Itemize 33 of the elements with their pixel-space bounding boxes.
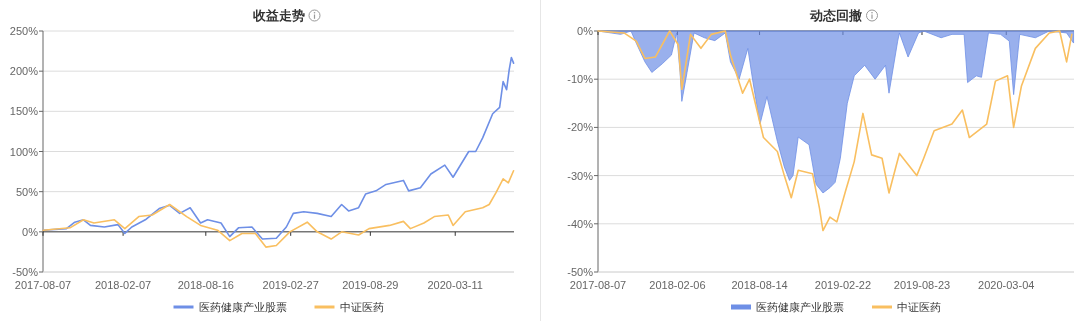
- x-tick-label: 2017-08-07: [569, 279, 627, 291]
- y-tick-label: -30%: [567, 169, 594, 182]
- x-tick-label: 2020-03-11: [427, 279, 483, 291]
- x-tick-label: 2018-08-14: [731, 279, 788, 291]
- x-tick-label: 2018-02-07: [94, 279, 152, 291]
- chart-title: 收益走势: [252, 8, 305, 23]
- y-tick-label: 0%: [577, 25, 594, 37]
- y-tick-label: 200%: [9, 65, 39, 78]
- x-tick-label: 2020-03-04: [978, 279, 1035, 291]
- legend-label: 医药健康产业股票: [198, 301, 287, 313]
- y-tick-label: 50%: [15, 185, 39, 198]
- y-tick-label: 150%: [9, 105, 39, 118]
- chart-title: 动态回撤: [809, 8, 862, 23]
- y-tick-label: 100%: [9, 145, 39, 158]
- y-tick-label: 0%: [22, 225, 39, 238]
- legend-label: 医药健康产业股票: [756, 301, 844, 313]
- y-tick-label: 250%: [9, 25, 39, 37]
- y-tick-label: -50%: [567, 266, 594, 278]
- x-tick-label: 2018-02-06: [649, 279, 706, 291]
- x-tick-label: 2017-08-07: [14, 279, 72, 291]
- y-tick-label: -40%: [567, 217, 594, 230]
- y-tick-label: -20%: [567, 121, 594, 134]
- x-tick-label: 2019-08-29: [342, 279, 399, 291]
- line-series: [597, 30, 1073, 232]
- x-tick-label: 2019-02-22: [814, 279, 872, 291]
- x-tick-label: 2019-08-23: [893, 279, 951, 291]
- legend-label: 中证医药: [897, 301, 941, 313]
- y-tick-label: -50%: [12, 266, 39, 278]
- line-series: [42, 169, 515, 248]
- y-tick-label: -10%: [567, 73, 594, 86]
- x-tick-label: 2018-08-16: [177, 279, 234, 291]
- legend-label: 中证医药: [339, 301, 384, 313]
- x-tick-label: 2019-02-27: [262, 279, 319, 291]
